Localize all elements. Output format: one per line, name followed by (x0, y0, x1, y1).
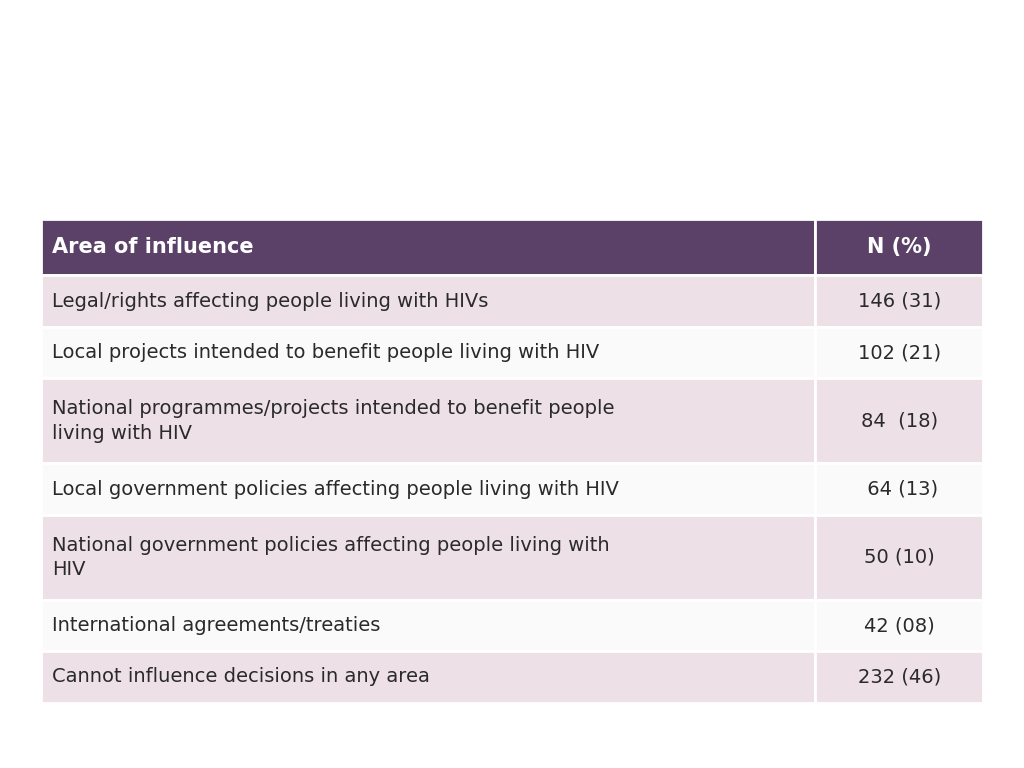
Text: 146 (31): 146 (31) (857, 292, 941, 311)
Bar (41, 219, 815, 276)
Bar (41, 327, 815, 379)
Text: Area of influence: Area of influence (52, 237, 254, 257)
Bar (815, 219, 983, 276)
Bar (41, 600, 815, 651)
Text: Local projects intended to benefit people living with HIV: Local projects intended to benefit peopl… (52, 343, 599, 362)
Text: N (%): N (%) (867, 237, 932, 257)
Text: Local government policies affecting people living with HIV: Local government policies affecting peop… (52, 479, 620, 498)
Bar (815, 463, 983, 515)
Bar (41, 276, 815, 327)
Text: International agreements/treaties: International agreements/treaties (52, 616, 381, 635)
Text: National government policies affecting people living with
HIV: National government policies affecting p… (52, 536, 610, 579)
Bar (41, 379, 815, 463)
Bar (41, 651, 815, 703)
Text: 64 (13): 64 (13) (860, 479, 938, 498)
Text: Legal/rights affecting people living with HIVs: Legal/rights affecting people living wit… (52, 292, 488, 311)
Bar (815, 276, 983, 327)
Text: Percentage of people living with HIV who report ability
to influence decisions i: Percentage of people living with HIV who… (31, 40, 1024, 110)
Bar (815, 600, 983, 651)
Text: Cannot influence decisions in any area: Cannot influence decisions in any area (52, 667, 430, 687)
Bar (815, 379, 983, 463)
Bar (815, 327, 983, 379)
Bar (815, 515, 983, 600)
Text: National programmes/projects intended to benefit people
living with HIV: National programmes/projects intended to… (52, 399, 614, 442)
Bar (41, 515, 815, 600)
Text: 84  (18): 84 (18) (860, 412, 938, 430)
Text: 232 (46): 232 (46) (857, 667, 941, 687)
Bar (41, 463, 815, 515)
Text: 42 (08): 42 (08) (864, 616, 935, 635)
Text: 102 (21): 102 (21) (858, 343, 941, 362)
Text: 50 (10): 50 (10) (864, 548, 935, 567)
Bar (815, 651, 983, 703)
